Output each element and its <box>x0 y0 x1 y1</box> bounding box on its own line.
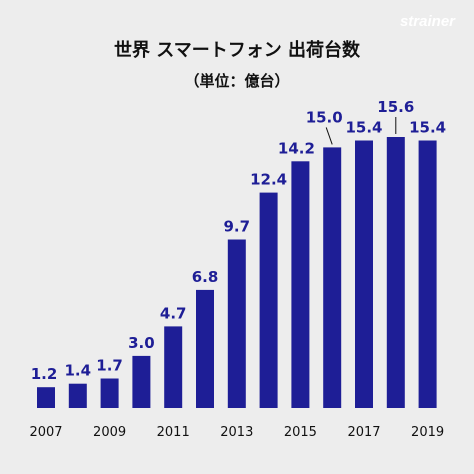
chart-title: 世界 スマートフォン 出荷台数 <box>114 39 361 61</box>
value-labels-group: 1.2 1.4 1.73.04.76.89.712.414.215.015.415.… <box>31 98 446 383</box>
value-label-2010: 3.0 <box>128 334 155 352</box>
bar-2012 <box>196 289 214 408</box>
x-tick-label-2007: 2007 <box>29 425 62 440</box>
value-label-2014: 12.4 <box>250 171 287 189</box>
value-label-2016: 15.0 <box>306 108 343 126</box>
value-label-2009: 1.7 <box>96 357 123 375</box>
bar-2016 <box>323 147 342 408</box>
x-tick-label-2013: 2013 <box>220 425 253 440</box>
bar-2010 <box>132 355 151 408</box>
value-label-2018: 15.6 <box>377 98 414 116</box>
bar-2014 <box>259 192 278 408</box>
leader-line-2016 <box>325 127 333 145</box>
watermark-logo: strainer <box>400 13 456 30</box>
bar-2015 <box>291 161 310 408</box>
x-tick-label-2009: 2009 <box>93 425 126 440</box>
bar-2011 <box>164 326 183 408</box>
chart-subtitle: （単位：億台） <box>184 72 289 90</box>
bar-2019 <box>418 140 437 408</box>
x-tick-label-2019: 2019 <box>411 425 444 440</box>
value-label-2012: 6.8 <box>192 268 219 286</box>
bar-2007 <box>37 387 55 408</box>
value-label-2019: 15.4 <box>409 119 446 137</box>
x-tick-label-2011: 2011 <box>157 425 190 440</box>
bar-2008 <box>68 383 87 408</box>
x-tick-label-2015: 2015 <box>284 425 317 440</box>
bar-2017 <box>355 140 373 408</box>
x-axis-tick-labels: 2007 2009 2011 2013 2015 2017 2019 <box>29 425 444 440</box>
x-tick-label-2017: 2017 <box>347 425 380 440</box>
value-label-2011: 4.7 <box>160 304 187 322</box>
value-label-2015: 14.2 <box>278 139 315 157</box>
value-label-2013: 9.7 <box>224 218 251 236</box>
bar-2013 <box>227 239 246 408</box>
value-label-2017: 15.4 <box>345 119 382 137</box>
bar-2018 <box>386 137 405 408</box>
bars-group <box>37 137 437 408</box>
value-label-2008: 1.4 <box>65 362 92 380</box>
bar-2009 <box>100 378 119 408</box>
value-label-2007: 1.2 <box>31 365 58 383</box>
